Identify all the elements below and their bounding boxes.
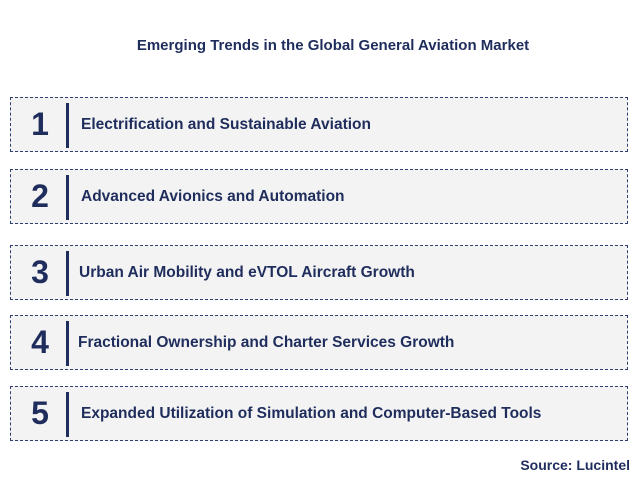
diagram-title: Emerging Trends in the Global General Av… [136,37,530,54]
trend-label: Fractional Ownership and Charter Service… [78,333,455,351]
trend-label: Electrification and Sustainable Aviation [81,115,371,133]
trend-label: Urban Air Mobility and eVTOL Aircraft Gr… [79,263,415,281]
trend-item-2: 2 Advanced Avionics and Automation [10,169,628,224]
trend-label: Advanced Avionics and Automation [81,187,345,205]
divider-bar [66,251,69,296]
divider-bar [66,175,69,220]
trend-number: 2 [31,178,49,214]
trend-number: 1 [31,106,49,142]
divider-bar [66,321,69,366]
source-note: Source: Lucintel [520,457,630,473]
trend-label: Expanded Utilization of Simulation and C… [81,404,542,422]
divider-bar [66,103,69,148]
divider-bar [66,392,69,437]
trend-number: 3 [31,254,49,290]
trend-number: 5 [31,395,49,431]
trend-item-1: 1 Electrification and Sustainable Aviati… [10,97,628,152]
trend-item-3: 3 Urban Air Mobility and eVTOL Aircraft … [10,245,628,300]
trend-item-5: 5 Expanded Utilization of Simulation and… [10,386,628,441]
trend-item-4: 4 Fractional Ownership and Charter Servi… [10,315,628,370]
trend-number: 4 [31,324,49,360]
